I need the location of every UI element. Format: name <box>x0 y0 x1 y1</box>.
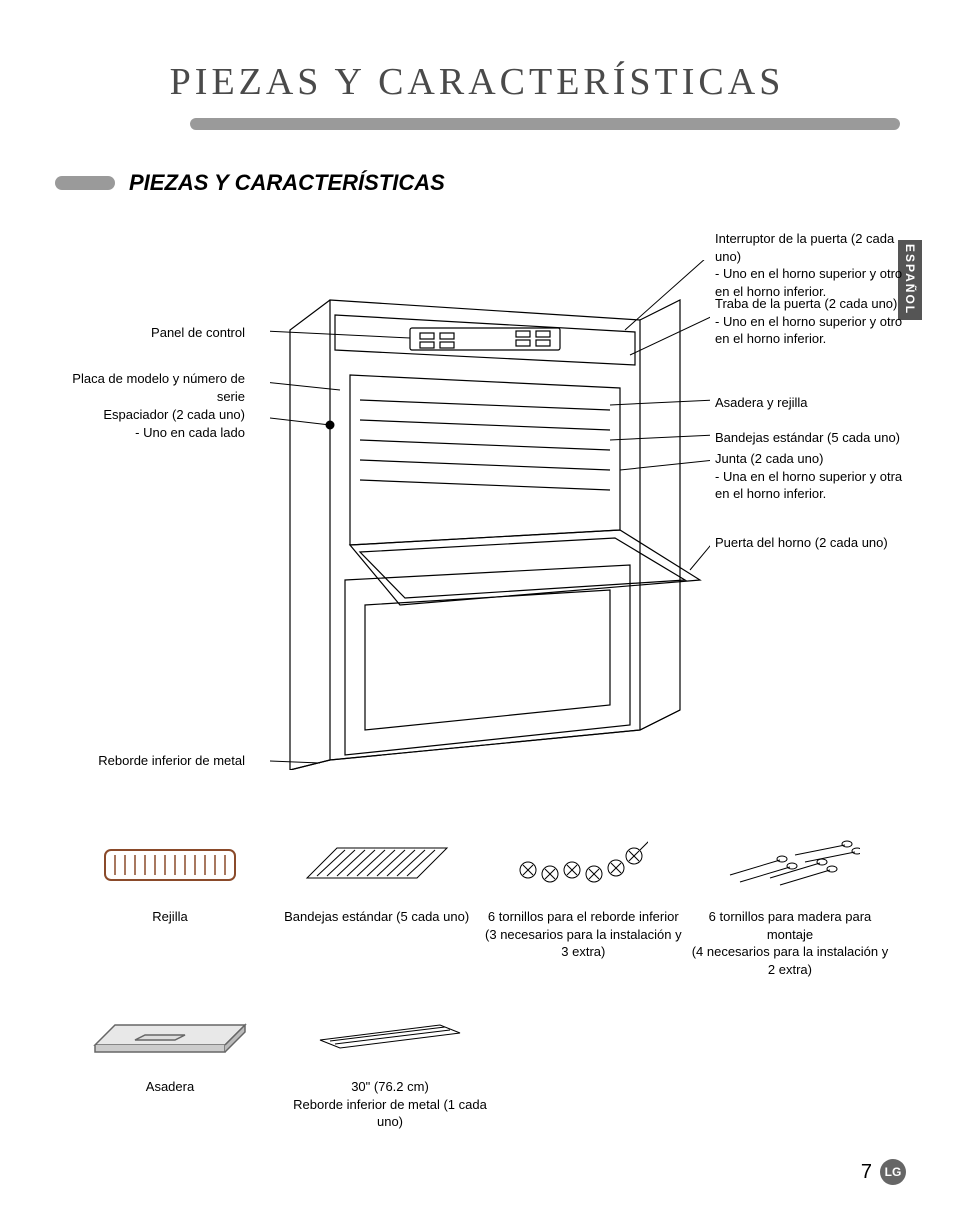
diagram-area: Panel de control Placa de modelo y númer… <box>60 230 900 790</box>
section-title: PIEZAS Y CARACTERÍSTICAS <box>129 170 445 196</box>
callout-model-plate: Placa de modelo y número de serie <box>60 370 245 405</box>
part-rack: Rejilla <box>70 830 270 978</box>
callout-control-panel: Panel de control <box>60 324 245 342</box>
part-wood-screws-label: 6 tornillos para madera para montaje (4 … <box>690 908 890 978</box>
part-std-racks: Bandejas estándar (5 cada uno) <box>277 830 477 978</box>
page-number: 7 <box>861 1161 872 1184</box>
callout-spacer: Espaciador (2 cada uno) - Uno en cada la… <box>60 406 245 441</box>
metal-trim-icon <box>290 1000 490 1070</box>
wood-screws-icon <box>690 830 890 900</box>
callout-metal-trim: Reborde inferior de metal <box>60 752 245 770</box>
part-metal-trim-label: 30" (76.2 cm) Reborde inferior de metal … <box>290 1078 490 1131</box>
callout-broiler: Asadera y rejilla <box>715 394 905 412</box>
trim-screws-icon <box>483 830 683 900</box>
callout-gasket: Junta (2 cada uno) - Una en el horno sup… <box>715 450 910 503</box>
part-std-racks-label: Bandejas estándar (5 cada uno) <box>277 908 477 926</box>
page-title-area: PIEZAS Y CARACTERÍSTICAS <box>0 60 954 104</box>
oven-diagram <box>270 260 710 770</box>
broiler-pan-icon <box>70 1000 270 1070</box>
part-metal-trim: 30" (76.2 cm) Reborde inferior de metal … <box>290 1000 490 1131</box>
parts-row-1: Rejilla Bandejas estándar (5 cada uno) 6… <box>70 830 890 978</box>
part-broiler-pan: Asadera <box>70 1000 270 1131</box>
part-trim-screws: 6 tornillos para el reborde inferior (3 … <box>483 830 683 978</box>
callout-door-lock: Traba de la puerta (2 cada uno) - Uno en… <box>715 295 905 348</box>
page-title: PIEZAS Y CARACTERÍSTICAS <box>0 60 954 104</box>
part-wood-screws: 6 tornillos para madera para montaje (4 … <box>690 830 890 978</box>
part-trim-screws-label: 6 tornillos para el reborde inferior (3 … <box>483 908 683 961</box>
section-pill-icon <box>55 176 115 190</box>
callout-door: Puerta del horno (2 cada uno) <box>715 534 905 552</box>
page-number-area: 7 LG <box>861 1159 906 1185</box>
section-header: PIEZAS Y CARACTERÍSTICAS <box>55 170 445 196</box>
part-broiler-pan-label: Asadera <box>70 1078 270 1096</box>
std-racks-icon <box>277 830 477 900</box>
callout-racks: Bandejas estándar (5 cada uno) <box>715 429 905 447</box>
brand-logo-icon: LG <box>880 1159 906 1185</box>
horizontal-rule <box>190 118 900 130</box>
parts-row-2: Asadera 30" (76.2 cm) Reborde inferior d… <box>70 1000 490 1131</box>
part-rack-label: Rejilla <box>70 908 270 926</box>
rack-icon <box>70 830 270 900</box>
callout-door-switch: Interruptor de la puerta (2 cada uno) - … <box>715 230 905 300</box>
